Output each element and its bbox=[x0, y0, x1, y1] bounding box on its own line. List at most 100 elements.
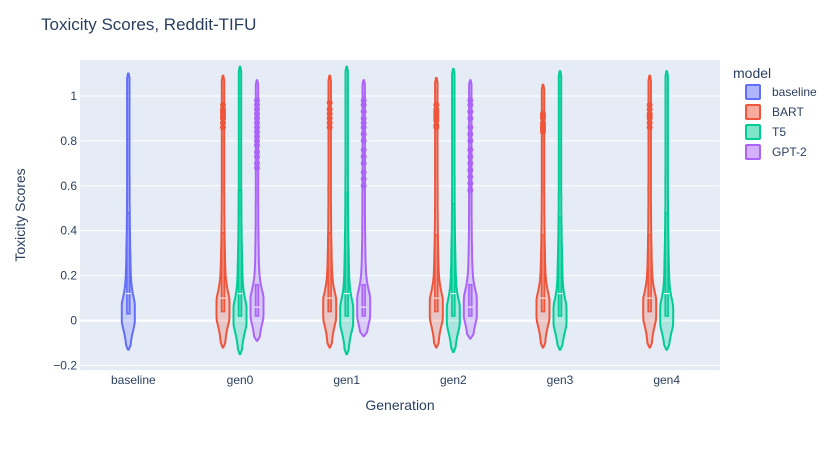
outlier-point bbox=[467, 101, 474, 108]
outlier-point bbox=[467, 124, 474, 131]
outlier-point bbox=[254, 149, 260, 156]
outlier-point bbox=[360, 101, 367, 108]
outlier-point bbox=[220, 101, 226, 108]
violin-GPT-2-gen0 bbox=[249, 79, 265, 342]
outlier-point bbox=[254, 124, 260, 131]
x-tick-label: gen0 bbox=[227, 373, 254, 387]
violin-box bbox=[451, 203, 456, 317]
outlier-point bbox=[646, 119, 653, 126]
legend-swatch bbox=[745, 104, 761, 120]
outlier-point bbox=[646, 101, 653, 108]
y-axis-title: Toxicity Scores bbox=[12, 168, 28, 261]
y-tick-label: 0.2 bbox=[60, 269, 77, 283]
violin-body bbox=[356, 79, 372, 338]
y-tick-label: −0.2 bbox=[53, 359, 77, 373]
outlier-point bbox=[326, 124, 333, 131]
violin-box bbox=[126, 212, 131, 315]
outlier-point bbox=[467, 160, 474, 167]
outlier-point bbox=[646, 106, 653, 113]
legend[interactable]: model baseline BART T5 GPT-2 bbox=[733, 65, 817, 160]
violin-box bbox=[557, 216, 563, 317]
outlier-point bbox=[360, 115, 367, 122]
outlier-point bbox=[326, 119, 333, 126]
violin-T5-gen3 bbox=[552, 70, 568, 351]
violin-T5-gen0 bbox=[232, 65, 248, 356]
violin-GPT-2-gen1 bbox=[356, 79, 372, 338]
outlier-point bbox=[646, 110, 653, 117]
violin-box bbox=[468, 283, 473, 317]
y-tick-label: 0.4 bbox=[60, 224, 77, 238]
x-axis-title: Generation bbox=[365, 397, 434, 413]
violin-baseline-baseline bbox=[120, 72, 136, 351]
violin-box bbox=[237, 189, 243, 317]
outlier-point bbox=[360, 169, 367, 176]
legend-swatch bbox=[745, 144, 761, 160]
legend-label: BART bbox=[772, 105, 804, 119]
outlier-point bbox=[254, 142, 260, 149]
legend-item-GPT-2[interactable]: GPT-2 bbox=[745, 144, 807, 160]
x-tick-label: gen4 bbox=[653, 373, 680, 387]
outlier-point bbox=[646, 124, 653, 131]
violin-T5-gen1 bbox=[339, 65, 355, 356]
outlier-point bbox=[467, 180, 474, 187]
outlier-point bbox=[326, 115, 333, 122]
chart-title: Toxicity Scores, Reddit-TIFU bbox=[41, 15, 256, 34]
outlier-point bbox=[254, 110, 260, 117]
outlier-point bbox=[433, 122, 440, 129]
outlier-point bbox=[220, 124, 226, 131]
violin-body bbox=[462, 79, 478, 340]
outlier-point bbox=[360, 137, 367, 144]
y-tick-label: 0.6 bbox=[60, 179, 77, 193]
violin-T5-gen4 bbox=[659, 70, 675, 351]
outlier-point bbox=[254, 164, 260, 171]
outlier-point bbox=[254, 137, 260, 144]
violin-BART-gen1 bbox=[322, 74, 338, 349]
outlier-point bbox=[467, 108, 474, 115]
violin-BART-gen3 bbox=[535, 83, 551, 349]
legend-label: T5 bbox=[772, 125, 786, 139]
outlier-point bbox=[360, 131, 367, 138]
outlier-point bbox=[254, 106, 260, 113]
legend-swatch bbox=[745, 84, 761, 100]
outlier-point bbox=[360, 160, 367, 167]
outlier-point bbox=[360, 119, 367, 126]
plot-area bbox=[80, 60, 720, 370]
violin-box bbox=[220, 232, 226, 313]
violin-BART-gen0 bbox=[215, 74, 231, 349]
outlier-point bbox=[360, 182, 367, 189]
legend-item-baseline[interactable]: baseline bbox=[745, 84, 817, 100]
outlier-point bbox=[254, 97, 260, 104]
violin-BART-gen2 bbox=[428, 77, 444, 349]
outlier-point bbox=[254, 101, 260, 108]
outlier-point bbox=[254, 160, 260, 167]
x-tick-label: gen1 bbox=[333, 373, 360, 387]
outlier-point bbox=[433, 101, 440, 108]
outlier-point bbox=[467, 131, 474, 138]
violin-box bbox=[540, 234, 546, 313]
violin-box bbox=[327, 232, 332, 313]
x-tick-label: gen2 bbox=[440, 373, 467, 387]
violin-box bbox=[664, 212, 669, 317]
outlier-point bbox=[254, 128, 260, 135]
outlier-point bbox=[467, 187, 474, 194]
outlier-point bbox=[467, 153, 474, 160]
violin-box bbox=[344, 191, 349, 317]
violin-GPT-2-gen2 bbox=[462, 79, 478, 340]
outlier-point bbox=[540, 110, 546, 117]
x-tick-labels: baseline gen0 gen1 gen2 gen3 gen4 bbox=[111, 373, 680, 387]
outlier-point bbox=[360, 176, 367, 183]
outlier-point bbox=[254, 153, 260, 160]
outlier-point bbox=[360, 153, 367, 160]
legend-swatch bbox=[745, 124, 761, 140]
y-tick-label: 1 bbox=[70, 89, 77, 103]
outlier-point bbox=[360, 146, 367, 153]
violin-traces bbox=[120, 65, 675, 356]
legend-item-T5[interactable]: T5 bbox=[745, 124, 786, 140]
legend-item-BART[interactable]: BART bbox=[745, 104, 804, 120]
outlier-point bbox=[467, 167, 474, 174]
outlier-point bbox=[254, 115, 260, 122]
outlier-point bbox=[326, 110, 333, 117]
outlier-point bbox=[220, 106, 226, 113]
legend-label: GPT-2 bbox=[772, 145, 807, 159]
